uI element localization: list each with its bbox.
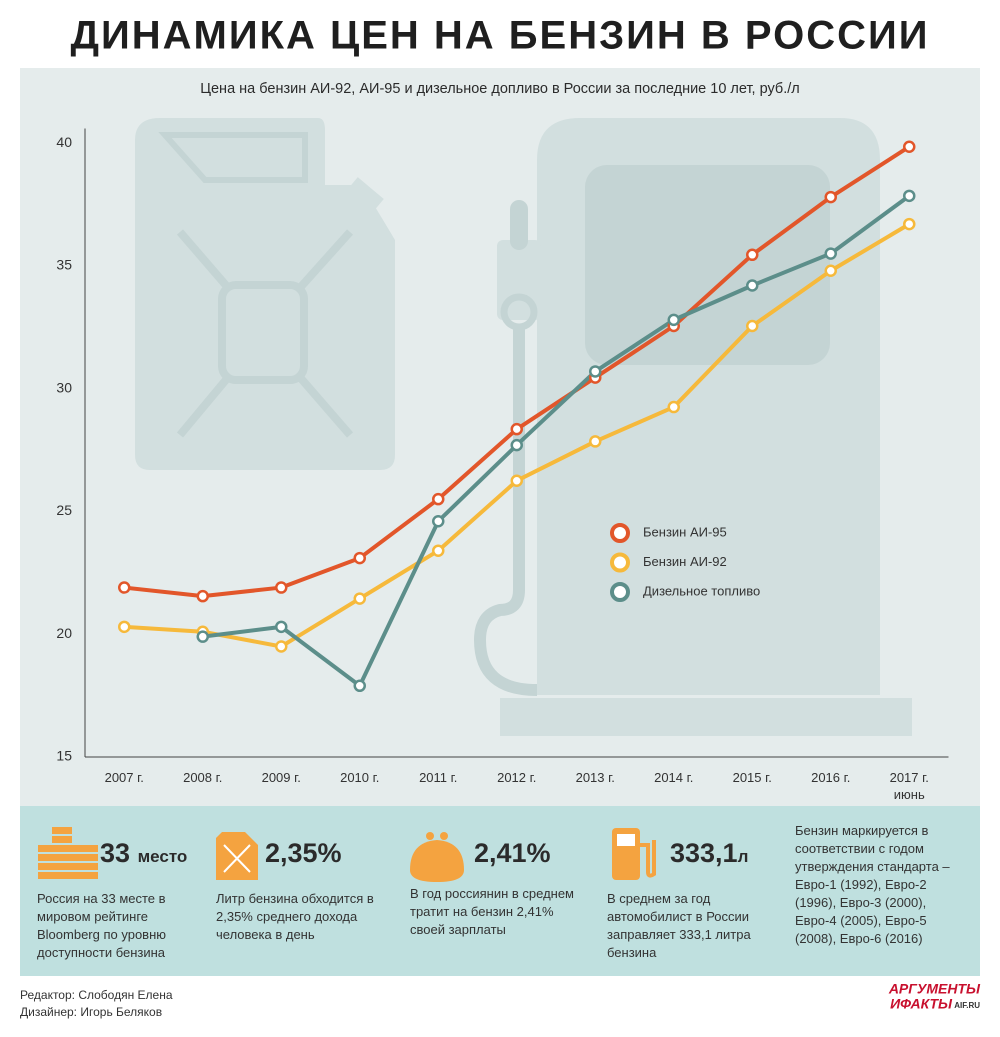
y-tick-label: 15 bbox=[56, 748, 72, 764]
can-icon bbox=[216, 832, 258, 880]
y-tick-label: 35 bbox=[56, 257, 72, 273]
data-point bbox=[903, 189, 916, 203]
x-tick-label: 2008 г. bbox=[183, 770, 223, 785]
info-number: 333,1 bbox=[670, 838, 738, 868]
logo-site: AIF.RU bbox=[954, 1001, 980, 1010]
data-point bbox=[667, 313, 680, 327]
data-point bbox=[353, 551, 366, 565]
data-point bbox=[275, 581, 288, 594]
series-line bbox=[202, 194, 911, 688]
data-point bbox=[432, 514, 445, 528]
data-point bbox=[746, 279, 759, 292]
x-tick-label: 2007 г. bbox=[104, 770, 144, 785]
data-point bbox=[510, 438, 523, 452]
data-point bbox=[432, 544, 445, 557]
coins-icon bbox=[38, 827, 98, 879]
data-point bbox=[118, 620, 131, 634]
info-number: 33 bbox=[100, 838, 131, 868]
legend-label: Бензин АИ-95 bbox=[643, 524, 727, 539]
logo: АРГУМЕНТЫ ИФАКТЫ AIF.RU bbox=[888, 981, 981, 1012]
data-point bbox=[196, 589, 209, 603]
x-tick-label: 2010 г. bbox=[340, 770, 380, 785]
data-point bbox=[275, 640, 288, 653]
info-text: Бензин маркируется в соответствии с годо… bbox=[795, 823, 950, 946]
legend-marker bbox=[610, 582, 630, 602]
y-tick-label: 25 bbox=[56, 502, 72, 518]
x-tick-label: 2013 г. bbox=[575, 770, 615, 785]
data-point bbox=[903, 217, 916, 231]
logo-line1: АРГУМЕНТЫ bbox=[888, 981, 981, 997]
logo-line2: ИФАКТЫ bbox=[890, 996, 953, 1012]
info-text: Литр бензина обходится в 2,35% среднего … bbox=[216, 891, 374, 942]
y-tick-label: 30 bbox=[56, 379, 72, 395]
data-point bbox=[353, 679, 366, 693]
data-point bbox=[824, 247, 837, 260]
legend-marker bbox=[610, 523, 630, 543]
x-tick-label: 2017 г. июнь bbox=[889, 770, 929, 802]
data-point bbox=[275, 620, 288, 634]
info-value: 2,35% bbox=[265, 838, 342, 868]
x-tick-label: 2011 г. bbox=[419, 770, 458, 785]
credit-designer: Дизайнер: Игорь Беляков bbox=[20, 1005, 163, 1019]
purse-icon bbox=[410, 832, 464, 882]
legend-label: Бензин АИ-92 bbox=[643, 554, 727, 569]
pump-icon bbox=[612, 828, 656, 880]
info-text: В среднем за год автомобилист в России з… bbox=[607, 891, 751, 960]
data-point bbox=[510, 422, 523, 436]
info-text: Россия на 33 месте в мировом рейтинге Bl… bbox=[37, 891, 167, 960]
info-value: 33 место bbox=[100, 838, 187, 869]
data-point bbox=[589, 435, 602, 448]
data-point bbox=[432, 492, 445, 506]
chart-subtitle: Цена на бензин АИ-92, АИ-95 и дизельное … bbox=[200, 81, 799, 97]
info-value: 333,1л bbox=[670, 838, 748, 869]
data-point bbox=[824, 190, 837, 204]
y-tick-label: 20 bbox=[56, 625, 72, 641]
plot: 15 20 25 30 35 40 Бензин АИ-95 Бензин АИ-92 Дизе… bbox=[56, 128, 949, 764]
data-point bbox=[589, 365, 602, 378]
x-tick-label: 2014 г. bbox=[654, 770, 694, 785]
jerrycan-lines bbox=[158, 132, 354, 438]
data-point bbox=[824, 264, 837, 278]
data-point bbox=[903, 140, 916, 153]
y-tick-label: 40 bbox=[56, 134, 72, 150]
legend-marker bbox=[610, 552, 630, 573]
jerrycan-decoration bbox=[135, 118, 395, 470]
data-point bbox=[353, 592, 366, 605]
pump-decoration bbox=[473, 118, 912, 736]
x-tick-label: 2016 г. bbox=[811, 770, 851, 785]
info-text: В год россиянин в среднем тратит на бенз… bbox=[410, 886, 574, 937]
chart-title: ДИНАМИКА ЦЕН НА БЕНЗИН В РОССИИ bbox=[71, 14, 930, 58]
info-value: 2,41% bbox=[474, 838, 551, 868]
data-point bbox=[667, 400, 680, 414]
x-tick-label: 2009 г. bbox=[261, 770, 301, 785]
data-point bbox=[510, 474, 523, 487]
x-tick-label: 2015 г. bbox=[732, 770, 772, 785]
x-tick-label: 2012 г. bbox=[497, 770, 537, 785]
data-point bbox=[746, 248, 759, 262]
data-point bbox=[196, 630, 209, 643]
data-point bbox=[118, 581, 131, 594]
info-unit: л bbox=[737, 847, 749, 866]
data-point bbox=[746, 319, 759, 333]
info-unit: место bbox=[137, 847, 188, 866]
legend-label: Дизельное топливо bbox=[643, 583, 760, 598]
info-panel bbox=[20, 806, 980, 976]
credit-editor: Редактор: Слободян Елена bbox=[20, 988, 173, 1002]
